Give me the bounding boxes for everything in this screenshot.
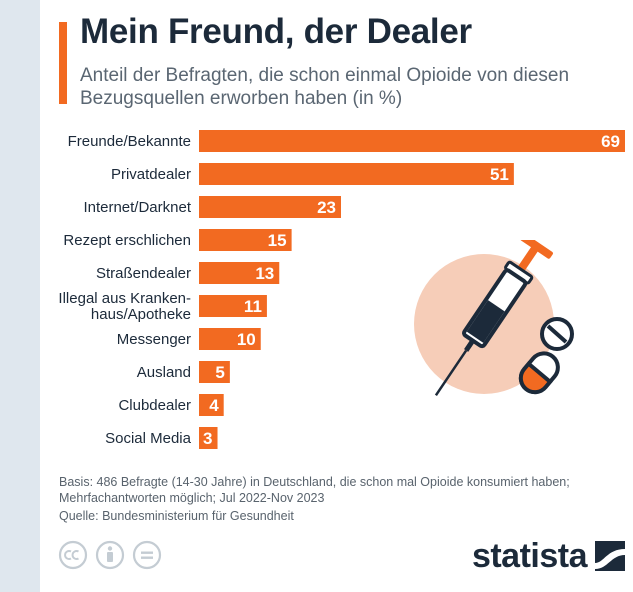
bar-value-label: 11 [244, 297, 262, 316]
license-icons [58, 540, 162, 570]
category-label: Privatdealer [111, 166, 191, 183]
bar-4 [199, 262, 280, 284]
category-label: Illegal aus Kranken-haus/Apotheke [58, 290, 191, 323]
bar-1 [199, 163, 514, 185]
bar-6 [199, 328, 261, 350]
bar-0 [199, 130, 625, 152]
bar-3 [199, 229, 292, 251]
bar-value-label: 23 [317, 198, 336, 217]
bar-8 [199, 394, 224, 416]
bar-value-label: 69 [601, 132, 620, 151]
bar-value-label: 15 [268, 231, 287, 250]
cc-icon[interactable] [58, 540, 88, 570]
category-label: Clubdealer [118, 397, 191, 414]
footnote: Basis: 486 Befragte (14-30 Jahre) in Deu… [59, 475, 570, 505]
infographic-card: Mein Freund, der Dealer Anteil der Befra… [40, 0, 633, 592]
category-label: Internet/Darknet [83, 199, 191, 216]
category-label: Messenger [117, 331, 191, 348]
bar-value-label: 4 [209, 396, 219, 415]
bar-value-label: 3 [203, 429, 212, 448]
chart-subtitle: Anteil der Befragten, die schon einmal O… [80, 65, 570, 109]
chart-title: Mein Freund, der Dealer [80, 12, 472, 51]
category-label: Straßendealer [96, 265, 191, 282]
syringe-and-pills-icon [414, 240, 574, 396]
title-accent-bar [59, 22, 67, 104]
bar-value-label: 5 [215, 363, 224, 382]
source-note: Quelle: Bundesministerium für Gesundheit [59, 509, 294, 523]
category-label: Social Media [105, 430, 192, 447]
category-label: Ausland [137, 364, 191, 381]
statista-logo-icon [595, 541, 625, 571]
bar-value-label: 13 [255, 264, 274, 283]
statista-logo[interactable]: statista [472, 536, 625, 576]
bar-value-label: 10 [237, 330, 256, 349]
bar-7 [199, 361, 230, 383]
bar-chart: 69 Freunde/Bekannte 51 Privatdealer 23 Intern… [58, 130, 625, 449]
bar-9 [199, 427, 218, 449]
category-label: Freunde/Bekannte [68, 133, 191, 150]
attribution-icon[interactable] [95, 540, 125, 570]
category-label: Rezept erschlichen [63, 232, 191, 249]
bar-5 [199, 295, 267, 317]
bar-value-label: 51 [490, 165, 509, 184]
no-derivatives-icon[interactable] [132, 540, 162, 570]
bar-2 [199, 196, 341, 218]
brand-name: statista [471, 537, 588, 575]
